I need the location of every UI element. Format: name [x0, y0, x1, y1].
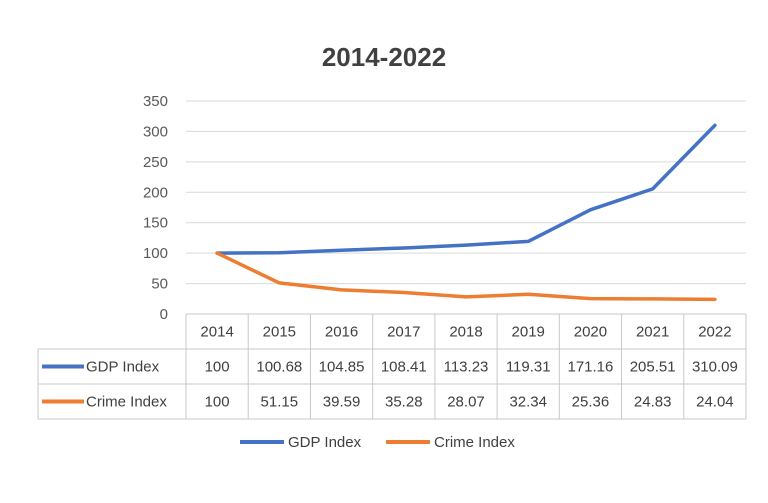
data-label: 100	[205, 394, 230, 411]
y-tick-label: 300	[143, 123, 168, 140]
y-tick-label: 200	[143, 184, 168, 201]
data-table: 2014 2015 2016 2017 2018 2019 2020 2021 2022 GDP …	[37, 313, 747, 420]
data-label: 24.83	[634, 394, 672, 411]
data-label: 113.23	[444, 359, 489, 376]
data-label: 32.34	[509, 394, 547, 411]
x-tick-label: 2022	[698, 324, 731, 341]
legend-label: Crime Index	[434, 434, 515, 451]
data-label: 104.85	[319, 359, 365, 376]
data-label: 100	[205, 359, 230, 376]
y-tick-label: 100	[143, 245, 168, 262]
y-tick-label: 350	[143, 93, 168, 110]
x-tick-label: 2020	[574, 324, 607, 341]
data-label: 25.36	[572, 394, 610, 411]
data-label: 171.16	[567, 359, 613, 376]
y-axis: 0 50 100 150 200 250 300 350	[143, 93, 168, 323]
table-series-name: Crime Index	[86, 394, 167, 411]
y-tick-label: 50	[151, 276, 168, 293]
data-label: 100.68	[256, 359, 302, 376]
x-tick-label: 2015	[263, 324, 296, 341]
x-tick-label: 2019	[512, 324, 545, 341]
data-label: 39.59	[323, 394, 361, 411]
series-line	[215, 251, 717, 302]
table-series-name: GDP Index	[86, 359, 160, 376]
y-tick-label: 250	[143, 154, 168, 171]
x-tick-label: 2014	[200, 324, 233, 341]
x-tick-label: 2016	[325, 324, 358, 341]
x-tick-label: 2017	[387, 324, 420, 341]
data-label: 310.09	[692, 359, 738, 376]
data-label: 119.31	[506, 359, 551, 376]
x-tick-label: 2021	[636, 324, 669, 341]
chart-title: 2014-2022	[322, 42, 446, 72]
series-lines	[215, 123, 717, 302]
y-tick-label: 0	[160, 306, 168, 323]
data-label: 35.28	[385, 394, 423, 411]
data-label: 205.51	[630, 359, 676, 376]
gridlines	[186, 100, 746, 285]
x-tick-label: 2018	[449, 324, 482, 341]
legend: GDP Index Crime Index	[240, 434, 515, 451]
data-label: 24.04	[696, 394, 734, 411]
data-label: 108.41	[381, 359, 427, 376]
data-label: 51.15	[261, 394, 299, 411]
data-label: 28.07	[447, 394, 485, 411]
series-line	[215, 123, 717, 255]
y-tick-label: 150	[143, 215, 168, 232]
legend-label: GDP Index	[288, 434, 362, 451]
